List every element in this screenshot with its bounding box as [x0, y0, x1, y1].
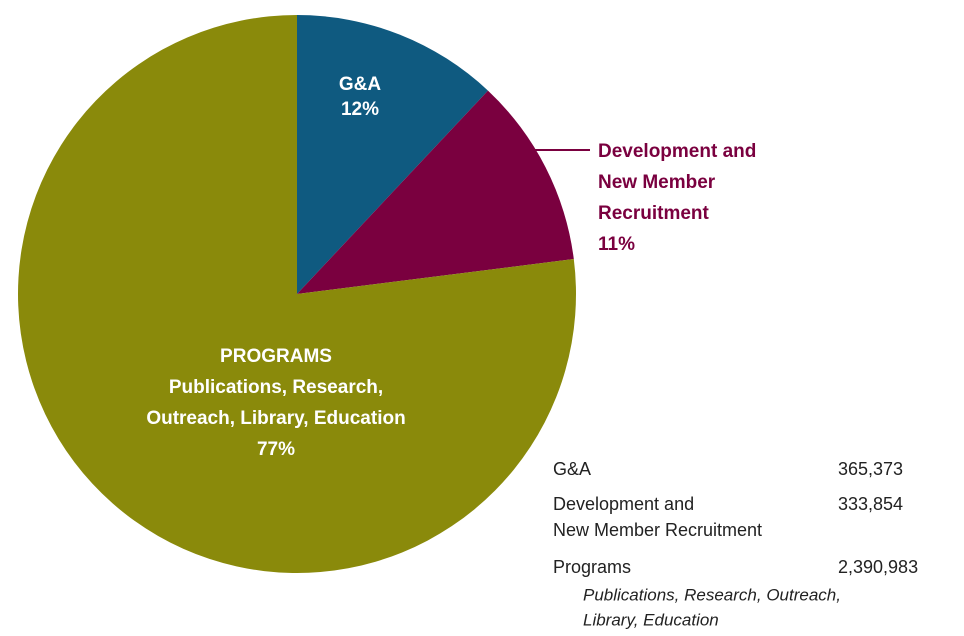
slice-value-label: 12%	[341, 99, 379, 120]
slice-label: Recruitment	[598, 203, 710, 224]
slice-label: New Member	[598, 172, 716, 193]
pie-slice	[297, 90, 574, 294]
table-amount: 365,373	[838, 459, 903, 479]
table-label: G&A	[553, 459, 591, 479]
table-note: Library, Education	[583, 610, 719, 629]
table-label: Development and	[553, 494, 694, 514]
slice-label: G&A	[339, 74, 382, 95]
table-label: New Member Recruitment	[553, 520, 762, 540]
table-label: Programs	[553, 557, 631, 577]
slice-value-label: 77%	[257, 439, 295, 460]
slice-label: Outreach, Library, Education	[146, 408, 405, 429]
table-amount: 2,390,983	[838, 557, 918, 577]
pie-slice	[18, 15, 577, 573]
table-amount: 333,854	[838, 494, 903, 514]
table-note: Publications, Research, Outreach,	[583, 585, 841, 604]
slice-label: Development and	[598, 141, 756, 162]
slice-label: PROGRAMS	[220, 346, 332, 367]
slice-label: Publications, Research,	[169, 377, 383, 398]
pie-slice	[297, 15, 488, 294]
slice-value-label: 11%	[598, 234, 635, 255]
